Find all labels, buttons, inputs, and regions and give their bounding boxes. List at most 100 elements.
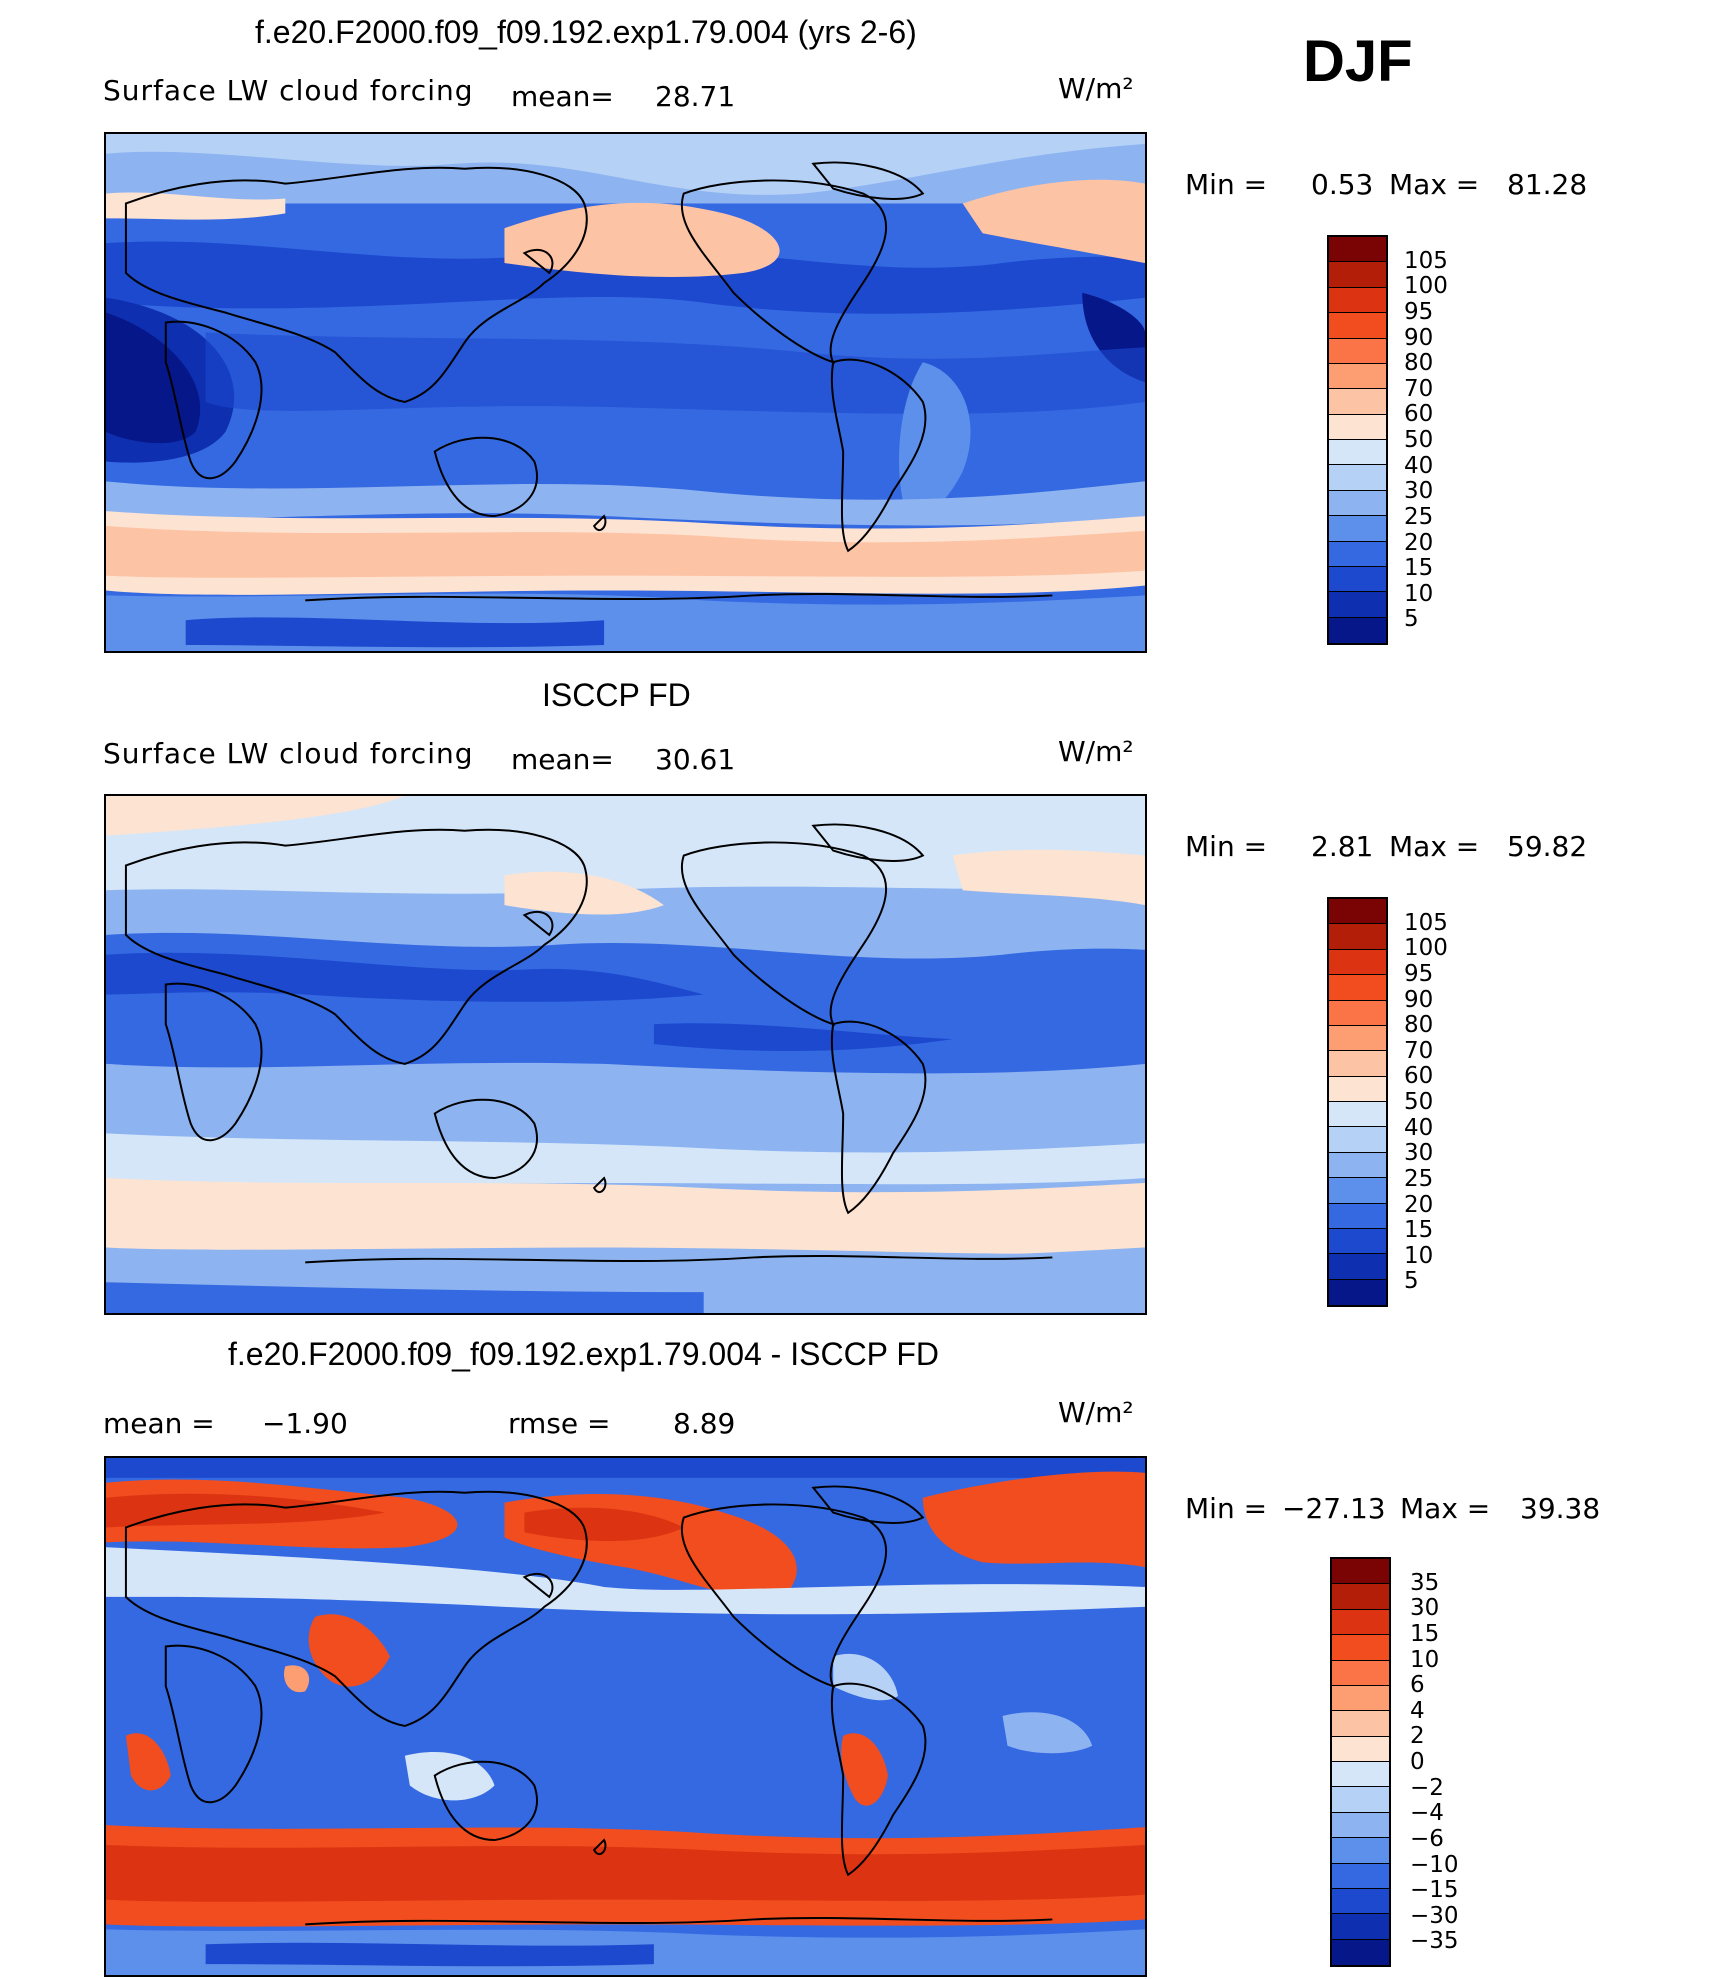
colorbar-segment (1329, 541, 1386, 567)
panel1-colorbar (1327, 235, 1388, 645)
colorbar-tick-label: 95 (1404, 298, 1434, 325)
colorbar-segment (1329, 1127, 1386, 1153)
colorbar-segment (1329, 1000, 1386, 1026)
colorbar-segment (1329, 1076, 1386, 1102)
colorbar-tick-label: 25 (1404, 1165, 1434, 1192)
colorbar-segment (1329, 1178, 1386, 1204)
colorbar-tick-label: −4 (1410, 1800, 1444, 1827)
colorbar-tick-label: 70 (1404, 375, 1434, 402)
colorbar-tick-label: 90 (1404, 986, 1434, 1013)
panel1-colorbar-ticks: 105 100 95 90 80 70 60 50 40 30 25 20 15 10 5 (1404, 235, 1484, 645)
panel2-title: ISCCP FD (542, 677, 691, 713)
colorbar-segment (1332, 1863, 1389, 1889)
panel3-mean-label: mean = (103, 1407, 215, 1440)
colorbar-segment (1329, 1051, 1386, 1077)
panel2-colorbar (1327, 897, 1388, 1307)
colorbar-segment (1329, 363, 1386, 390)
colorbar-segment (1329, 389, 1386, 415)
panel1-title: f.e20.F2000.f09_f09.192.exp1.79.004 (yrs… (255, 14, 917, 50)
colorbar-tick-label: 80 (1404, 350, 1434, 377)
panel3-units: W/m² (1058, 1396, 1134, 1429)
panel3-title: f.e20.F2000.f09_f09.192.exp1.79.004 - IS… (228, 1336, 939, 1372)
panel1-mean-label: mean= (511, 80, 614, 113)
colorbar-segment (1329, 1152, 1386, 1179)
colorbar-tick-label: 10 (1404, 1242, 1434, 1269)
colorbar-tick-label: 0 (1410, 1749, 1425, 1775)
panel3-colorbar-ticks: 35 30 15 10 6 4 2 0 −2 −4 −6 −10 −15 −30 −35 (1410, 1557, 1490, 1967)
colorbar-tick-label: 100 (1404, 935, 1448, 962)
colorbar-segment (1329, 1102, 1386, 1128)
panel2-max-value: 59.82 (1507, 830, 1588, 863)
colorbar-segment (1329, 465, 1386, 491)
colorbar-tick-label: 20 (1404, 1191, 1434, 1218)
colorbar-segment (1332, 1838, 1389, 1864)
colorbar-tick-label: 50 (1404, 1089, 1434, 1115)
colorbar-segment (1329, 440, 1386, 466)
colorbar-segment (1332, 1787, 1389, 1813)
colorbar-tick-label: 4 (1410, 1697, 1425, 1724)
colorbar-segment (1332, 1559, 1389, 1585)
colorbar-segment (1332, 1939, 1389, 1965)
colorbar-tick-label: 10 (1410, 1646, 1440, 1673)
colorbar-tick-label: 15 (1404, 555, 1434, 582)
colorbar-segment (1332, 1711, 1389, 1737)
panel2-min-value: 2.81 (1311, 830, 1374, 863)
panel3-rmse-label: rmse = (508, 1407, 611, 1440)
colorbar-segment (1332, 1584, 1389, 1610)
colorbar-tick-label: 40 (1404, 1114, 1434, 1141)
panel3-min-label: Min = (1185, 1492, 1268, 1525)
panel3-rmse-value: 8.89 (673, 1407, 736, 1440)
colorbar-segment (1329, 1025, 1386, 1052)
season-label: DJF (1303, 29, 1413, 94)
colorbar-tick-label: −10 (1410, 1851, 1459, 1878)
colorbar-segment (1329, 617, 1386, 643)
colorbar-segment (1329, 949, 1386, 976)
colorbar-tick-label: 35 (1410, 1569, 1440, 1596)
panel2-max-label: Max = (1389, 830, 1480, 863)
panel1-map-canvas (106, 134, 1145, 651)
colorbar-tick-label: 50 (1404, 427, 1434, 453)
colorbar-tick-label: 100 (1404, 273, 1448, 300)
panel1-max-label: Max = (1389, 168, 1480, 201)
colorbar-tick-label: 105 (1404, 909, 1448, 936)
colorbar-tick-label: 105 (1404, 247, 1448, 274)
colorbar-segment (1332, 1609, 1389, 1636)
panel1-mean-value: 28.71 (655, 80, 736, 113)
colorbar-segment (1329, 1279, 1386, 1305)
colorbar-tick-label: 25 (1404, 503, 1434, 530)
colorbar-tick-label: 6 (1410, 1672, 1425, 1699)
colorbar-segment (1329, 287, 1386, 314)
colorbar-segment (1329, 313, 1386, 339)
colorbar-segment (1329, 1228, 1386, 1255)
colorbar-segment (1332, 1685, 1389, 1712)
colorbar-segment (1329, 1203, 1386, 1229)
colorbar-tick-label: 60 (1404, 1063, 1434, 1090)
colorbar-segment (1332, 1888, 1389, 1915)
panel2-min-label: Min = (1185, 830, 1268, 863)
colorbar-segment (1329, 924, 1386, 950)
colorbar-segment (1329, 490, 1386, 517)
panel3-mean-value: −1.90 (262, 1407, 348, 1440)
panel2-colorbar-ticks: 105 100 95 90 80 70 60 50 40 30 25 20 15 10 5 (1404, 897, 1484, 1307)
colorbar-tick-label: −6 (1410, 1825, 1444, 1852)
colorbar-tick-label: 2 (1410, 1723, 1425, 1750)
colorbar-segment (1332, 1762, 1389, 1788)
colorbar-segment (1329, 975, 1386, 1001)
panel2-map-canvas (106, 796, 1145, 1313)
colorbar-tick-label: 5 (1404, 1268, 1419, 1295)
panel2-units: W/m² (1058, 735, 1134, 768)
colorbar-segment (1329, 1254, 1386, 1280)
colorbar-tick-label: 30 (1404, 1140, 1434, 1167)
panel3-map-canvas (106, 1458, 1145, 1975)
colorbar-segment (1329, 592, 1386, 618)
colorbar-tick-label: 15 (1404, 1217, 1434, 1244)
colorbar-segment (1329, 262, 1386, 288)
colorbar-segment (1332, 1660, 1389, 1686)
colorbar-tick-label: 20 (1404, 529, 1434, 556)
colorbar-segment (1329, 414, 1386, 440)
colorbar-segment (1332, 1635, 1389, 1661)
colorbar-tick-label: 60 (1404, 401, 1434, 428)
colorbar-segment (1329, 899, 1386, 925)
colorbar-tick-label: 30 (1404, 478, 1434, 505)
colorbar-tick-label: 70 (1404, 1037, 1434, 1064)
